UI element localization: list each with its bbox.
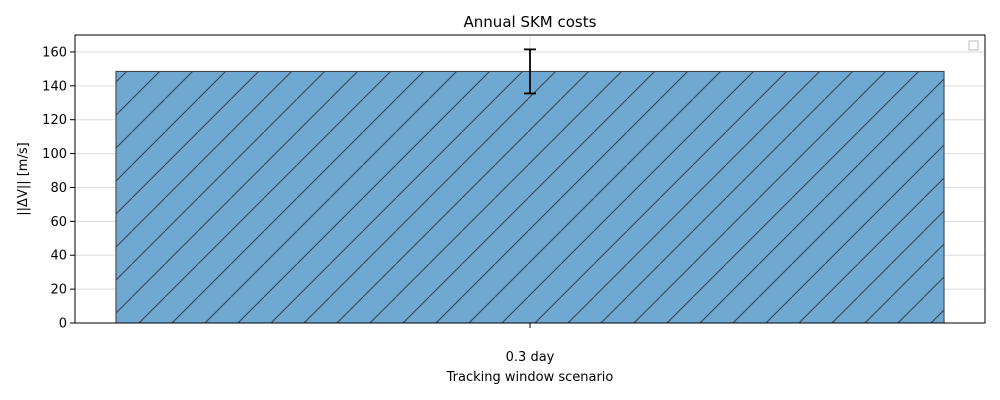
y-tick-label: 40 — [50, 249, 67, 264]
y-ticks: 0 20 40 60 80 100 120 140 160 — [42, 45, 75, 332]
x-tick-label: 0.3 day — [506, 350, 555, 365]
y-tick-label: 140 — [42, 79, 67, 94]
y-tick-label: 80 — [50, 181, 67, 196]
x-axis-title: Tracking window scenario — [446, 370, 614, 385]
y-tick-label: 100 — [42, 147, 67, 162]
x-ticks: 0.3 day — [506, 323, 555, 365]
y-tick-label: 20 — [50, 283, 67, 298]
legend-box — [968, 40, 979, 51]
bar-hatch — [115, 70, 945, 324]
y-tick-label: 160 — [42, 45, 67, 60]
y-tick-label: 120 — [42, 113, 67, 128]
y-tick-label: 60 — [50, 215, 67, 230]
bars — [115, 70, 945, 324]
y-tick-label: 0 — [59, 317, 67, 332]
y-axis-title: ||ΔV|| [m/s] — [16, 142, 31, 215]
error-bars — [524, 48, 536, 95]
chart-title: Annual SKM costs — [464, 13, 597, 31]
